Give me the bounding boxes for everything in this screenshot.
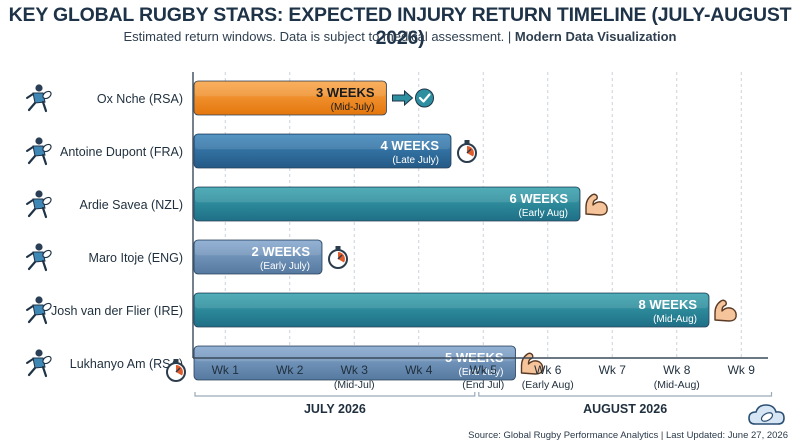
x-tick-label: Wk 3 [341, 363, 369, 377]
bar [193, 133, 452, 169]
x-tick-label: Wk 2 [276, 363, 304, 377]
bar-value-label: 3 WEEKS [316, 85, 375, 100]
x-tick-label: Wk 6 [534, 363, 562, 377]
source-note: Source: Global Rugby Performance Analyti… [468, 430, 788, 441]
muscle-icon [585, 193, 608, 216]
stopwatch-icon [166, 359, 186, 382]
x-tick-label: Wk 8 [663, 363, 691, 377]
bar-sub-label: (Mid-July) [331, 102, 375, 113]
bar-value-label: 2 WEEKS [251, 244, 310, 259]
subtitle-text: Estimated return windows. Data is subjec… [123, 29, 515, 44]
x-tick-sublabel: (Mid-Jul) [334, 379, 375, 391]
category-label: Antoine Dupont (FRA) [60, 145, 183, 159]
x-tick-sublabel: (Mid-Aug) [654, 379, 700, 391]
bar [193, 80, 387, 116]
bar-row: Ardie Savea (NZL) 6 WEEKS (Early Aug) [26, 186, 608, 222]
rugby-player-icon [26, 349, 52, 378]
bar [193, 345, 516, 381]
month-label: JULY 2026 [304, 402, 366, 416]
rugby-player-icon [26, 84, 52, 113]
bar [193, 239, 323, 275]
cloud-logo-icon [748, 404, 785, 425]
bar-row: Josh van der Flier (IRE) 8 WEEKS (Mid-Aug) [26, 292, 737, 328]
bar-sub-label: (End July) [458, 367, 503, 378]
chart-subtitle: Estimated return windows. Data is subjec… [0, 29, 800, 44]
bar-sub-label: (Early Aug) [519, 208, 568, 219]
rugby-player-icon [26, 190, 52, 219]
x-tick-label: Wk 1 [212, 363, 240, 377]
bar-sub-label: (Mid-Aug) [653, 314, 697, 325]
rugby-player-icon [26, 137, 52, 166]
bar-highlight [195, 135, 450, 150]
chart-title: KEY GLOBAL RUGBY STARS: EXPECTED INJURY … [8, 4, 792, 49]
bar-highlight [195, 188, 579, 203]
x-tick-sublabel: (Early Aug) [522, 379, 574, 391]
bar-highlight [195, 294, 708, 309]
stopwatch-icon [328, 246, 348, 269]
stopwatch-icon [457, 140, 477, 163]
subtitle-brand: Modern Data Visualization [514, 29, 677, 44]
bar-row: Antoine Dupont (FRA) 4 WEEKS (Late July) [26, 133, 477, 169]
x-tick-sublabel: (End Jul) [462, 379, 504, 391]
bar-row: Ox Nche (RSA) 3 WEEKS (Mid-July) [26, 80, 434, 116]
category-label: Ardie Savea (NZL) [79, 198, 183, 212]
bar-row: Maro Itoje (ENG) 2 WEEKS (Early July) [26, 239, 348, 275]
category-label: Lukhanyo Am (RSA) [70, 357, 183, 371]
x-tick-label: Wk 4 [405, 363, 433, 377]
muscle-icon [714, 299, 737, 322]
bar [193, 186, 581, 222]
bar-value-label: 6 WEEKS [509, 191, 568, 206]
bar [193, 292, 710, 328]
x-tick-label: Wk 5 [470, 363, 498, 377]
month-label: AUGUST 2026 [583, 402, 667, 416]
bar-value-label: 4 WEEKS [380, 138, 439, 153]
bar-highlight [195, 82, 386, 97]
x-tick-label: Wk 7 [599, 363, 627, 377]
bar-value-label: 8 WEEKS [638, 297, 697, 312]
rugby-player-icon [26, 296, 52, 325]
month-bracket [478, 392, 773, 397]
arrow-check-icon [392, 88, 434, 108]
bar-sub-label: (Late July) [392, 155, 439, 166]
category-label: Ox Nche (RSA) [97, 92, 183, 106]
category-label: Josh van der Flier (IRE) [51, 304, 183, 318]
x-tick-label: Wk 9 [728, 363, 756, 377]
bar-sub-label: (Early July) [260, 261, 310, 272]
category-label: Maro Itoje (ENG) [89, 251, 183, 265]
bar-highlight [195, 241, 321, 256]
rugby-player-icon [26, 243, 52, 272]
month-bracket [194, 392, 476, 397]
